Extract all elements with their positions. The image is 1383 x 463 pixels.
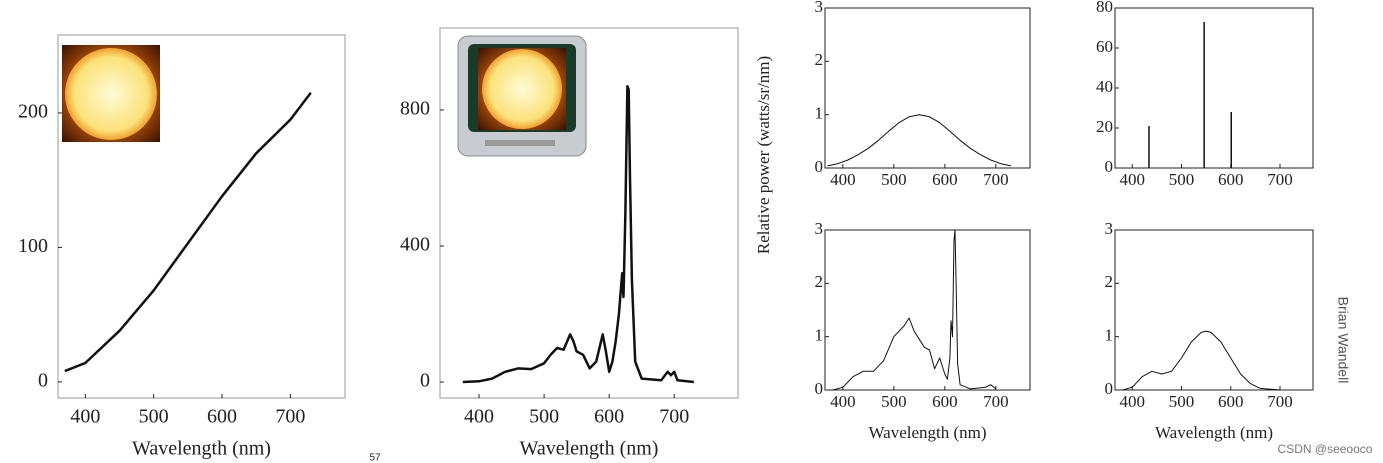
x-tick-label: 700	[1267, 392, 1293, 411]
y-tick-label: 200	[18, 101, 48, 123]
x-tick-label: 500	[1169, 392, 1195, 411]
y-tick-label: 0	[38, 369, 48, 391]
y-tick-label: 2	[815, 50, 824, 69]
y-tick-label: 1	[815, 104, 824, 123]
x-tick-label: 600	[932, 170, 958, 189]
y-tick-label: 2	[815, 272, 824, 291]
y-tick-label: 0	[1105, 379, 1114, 398]
y-tick-label: 400	[400, 234, 430, 256]
y-tick-label: 60	[1096, 37, 1113, 56]
x-tick-label: 400	[830, 170, 856, 189]
x-tick-label: 600	[1218, 392, 1244, 411]
x-tick-label: 500	[529, 406, 559, 428]
plot-frame	[824, 229, 1031, 391]
x-tick-label: 700	[659, 406, 689, 428]
x-tick-label: 500	[881, 392, 907, 411]
plot-frame	[439, 27, 739, 399]
data-line	[832, 229, 997, 391]
x-tick-label: 400	[830, 392, 856, 411]
x-tick-label: 700	[1267, 170, 1293, 189]
plot-frame	[824, 7, 1031, 169]
x-tick-label: 600	[932, 392, 958, 411]
x-tick-label: 500	[1169, 170, 1195, 189]
x-tick-label: 400	[70, 406, 100, 428]
y-axis-label: Relative power (watts/sr/nm)	[754, 56, 773, 254]
x-tick-label: 700	[275, 406, 305, 428]
y-tick-label: 20	[1096, 117, 1113, 136]
y-tick-label: 800	[400, 98, 430, 120]
watermark: CSDN @seeooco	[1278, 442, 1373, 456]
y-tick-label: 0	[420, 370, 430, 392]
x-tick-label: 400	[1119, 392, 1145, 411]
x-tick-label: 400	[464, 406, 494, 428]
y-tick-label: 2	[1105, 272, 1114, 291]
plot-frame	[1114, 7, 1314, 169]
x-axis-label: Wavelength (nm)	[132, 438, 271, 460]
y-tick-label: 0	[815, 157, 824, 176]
y-tick-label: 80	[1096, 0, 1113, 16]
y-tick-label: 3	[1105, 219, 1114, 238]
data-line	[1122, 330, 1281, 391]
plot-frame	[1114, 229, 1314, 391]
tv-image	[457, 35, 587, 157]
y-tick-label: 1	[1105, 326, 1114, 345]
y-tick-label: 100	[18, 235, 48, 257]
y-tick-label: 0	[815, 379, 824, 398]
x-tick-label: 400	[1119, 170, 1145, 189]
plot-frame	[57, 34, 346, 399]
sun-image	[62, 45, 160, 142]
x-tick-label: 600	[207, 406, 237, 428]
y-tick-label: 40	[1096, 77, 1113, 96]
x-tick-label: 500	[139, 406, 169, 428]
x-tick-label: 600	[1218, 170, 1244, 189]
x-axis-label: Wavelength (nm)	[868, 423, 986, 442]
y-tick-label: 3	[815, 219, 824, 238]
data-line	[64, 92, 312, 373]
x-tick-label: 700	[983, 170, 1009, 189]
data-line	[462, 84, 694, 384]
y-tick-label: 1	[815, 326, 824, 345]
x-tick-label: 600	[594, 406, 624, 428]
y-tick-label: 0	[1105, 157, 1114, 176]
x-axis-label: Wavelength (nm)	[1155, 423, 1273, 442]
data-line	[827, 114, 1012, 167]
credit: Brian Wandell	[1335, 297, 1351, 384]
x-tick-label: 700	[983, 392, 1009, 411]
page-number: 57	[369, 453, 381, 463]
y-tick-label: 3	[815, 0, 824, 16]
x-tick-label: 500	[881, 170, 907, 189]
x-axis-label: Wavelength (nm)	[520, 438, 659, 460]
